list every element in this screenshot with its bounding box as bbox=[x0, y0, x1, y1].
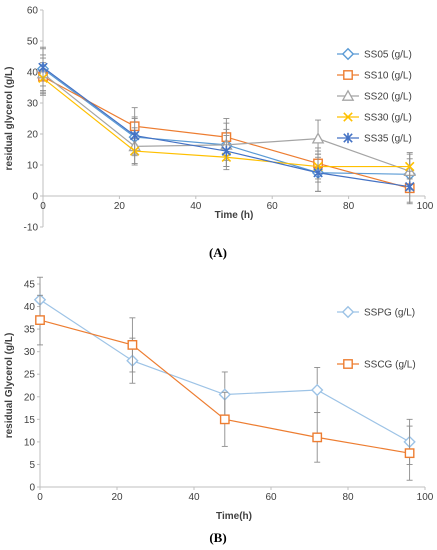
chart-a-legend-marker bbox=[343, 70, 353, 80]
chart-a-legend-marker bbox=[343, 112, 353, 122]
chart-a-x-tick-label: 80 bbox=[343, 201, 355, 212]
chart-b-legend-marker bbox=[341, 305, 355, 319]
chart-a-y-tick-label: 40 bbox=[27, 68, 39, 79]
chart-b-y-tick-label: 15 bbox=[24, 415, 36, 426]
chart-a-y-tick-label: 10 bbox=[27, 161, 39, 172]
chart-a-y-tick-label: 60 bbox=[27, 6, 39, 17]
chart-a-legend-entry: SS30 (g/L) bbox=[337, 112, 412, 124]
chart-a-legend-marker bbox=[341, 89, 355, 101]
chart-b-legend-label: SSCG (g/L) bbox=[364, 360, 416, 371]
chart-b-y-tick-label: 30 bbox=[24, 347, 36, 358]
chart-b-y-tick-label: 10 bbox=[24, 437, 36, 448]
chart-a-data-point bbox=[38, 62, 48, 73]
chart-a-legend-entry: SS35 (g/L) bbox=[337, 132, 412, 145]
chart-a-x-axis-label: Time (h) bbox=[215, 210, 254, 221]
chart-a-y-tick-label: 50 bbox=[27, 37, 39, 48]
chart-a-x-tick-label: 40 bbox=[190, 201, 202, 212]
chart-b-legend-entry: SSPG (g/L) bbox=[337, 305, 415, 319]
chart-a-data-point bbox=[404, 181, 415, 192]
chart-a-data-point bbox=[129, 130, 140, 141]
chart-a-data-point bbox=[313, 167, 323, 178]
chart-b-y-tick-label: 40 bbox=[24, 302, 36, 313]
chart-a-y-tick-label: -10 bbox=[24, 223, 39, 234]
chart-a-series-5 bbox=[38, 48, 415, 203]
chart-b-y-tick-label: 0 bbox=[29, 483, 35, 494]
chart-b-y-tick-label: 35 bbox=[24, 325, 36, 336]
chart-b-y-tick-label: 5 bbox=[29, 460, 35, 471]
chart-a-legend-label: SS05 (g/L) bbox=[364, 50, 412, 61]
chart-a-legend-entry: SS05 (g/L) bbox=[337, 47, 412, 61]
chart-a-legend-label: SS20 (g/L) bbox=[364, 92, 412, 103]
chart-a-x-tick-label: 20 bbox=[114, 201, 126, 212]
chart-b-x-tick-label: 80 bbox=[342, 492, 354, 503]
chart-b-x-tick-label: 100 bbox=[417, 492, 434, 503]
panel-label-b: (B) bbox=[209, 530, 226, 545]
chart-a-x-tick-label: 0 bbox=[40, 201, 46, 212]
chart-a-legend-marker bbox=[341, 47, 355, 61]
chart-a-legend-label: SS30 (g/L) bbox=[364, 113, 412, 124]
chart-b-x-tick-label: 0 bbox=[37, 492, 43, 503]
chart-b-legend-label: SSPG (g/L) bbox=[364, 308, 415, 319]
chart-b-data-point bbox=[219, 414, 230, 425]
chart-b-legend-marker bbox=[343, 359, 353, 369]
chart-a-data-point bbox=[221, 145, 232, 157]
chart-b-legend-entry: SSCG (g/L) bbox=[337, 359, 416, 371]
chart-b-data-point bbox=[312, 432, 323, 443]
chart-b-y-tick-label: 20 bbox=[24, 392, 36, 403]
panel-label-a: (A) bbox=[209, 245, 227, 260]
chart-b-data-point bbox=[404, 448, 415, 459]
chart-b-y-axis-label: residual Glycerol (g/L) bbox=[4, 333, 15, 439]
chart-b: 0 5 10 15 20 25 30 35 40 45 0 20 40 60 80 100 Time(h) res… bbox=[4, 276, 434, 522]
chart-b-x-axis-label: Time(h) bbox=[216, 511, 252, 522]
chart-b-y-tick-label: 25 bbox=[24, 370, 36, 381]
chart-a-y-tick-label: 0 bbox=[32, 192, 38, 203]
chart-b-data-point bbox=[35, 315, 45, 325]
chart-a-data-point bbox=[404, 161, 415, 172]
chart-b-data-point bbox=[127, 340, 138, 350]
chart-a-legend-entry: SS10 (g/L) bbox=[337, 70, 412, 82]
chart-a-legend-label: SS10 (g/L) bbox=[364, 71, 412, 82]
chart-a-y-tick-label: 20 bbox=[27, 130, 39, 141]
chart-b-x-tick-label: 60 bbox=[265, 492, 277, 503]
chart-b-series-2 bbox=[35, 294, 415, 481]
chart-a-legend-marker bbox=[343, 132, 353, 144]
chart-b-x-tick-label: 40 bbox=[188, 492, 200, 503]
chart-b-data-point bbox=[311, 383, 324, 397]
chart-b-y-tick-label: 45 bbox=[24, 280, 36, 291]
chart-a-legend-entry: SS20 (g/L) bbox=[337, 89, 412, 103]
chart-a-x-tick-label: 100 bbox=[417, 201, 434, 212]
chart-b-x-tick-label: 20 bbox=[111, 492, 123, 503]
chart-a-data-point bbox=[311, 132, 325, 144]
chart-a-y-axis-label: residual glycerol (g/L) bbox=[4, 67, 15, 171]
chart-a-legend-label: SS35 (g/L) bbox=[364, 134, 412, 145]
chart-a-x-tick-label: 60 bbox=[267, 201, 279, 212]
chart-a-y-tick-label: 30 bbox=[27, 99, 39, 110]
